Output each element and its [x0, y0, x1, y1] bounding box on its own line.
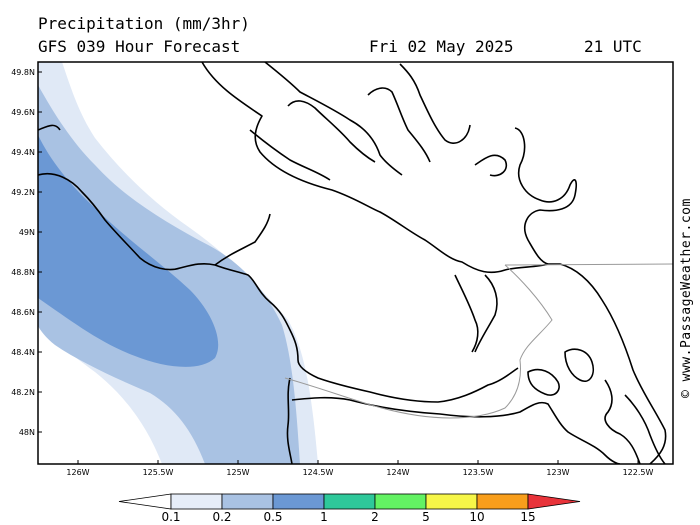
coastline-fjord-2: [249, 129, 331, 181]
coastline-olympic: [291, 396, 621, 464]
lat-tick-label: 49.8N: [11, 68, 35, 77]
legend-label: 0.5: [263, 510, 282, 524]
legend-colorbar: 0.1 0.2 0.5 1 2 5 10 15: [118, 493, 581, 524]
forecast-date: Fri 02 May 2025: [369, 37, 514, 56]
lon-tick-label: 123.5W: [463, 468, 494, 477]
coastline-puget: [604, 379, 641, 464]
map-frame: [37, 61, 674, 465]
legend-label: 10: [469, 510, 484, 524]
vancouver-island-north: [214, 213, 271, 266]
lat-tick-label: 49.6N: [11, 108, 35, 117]
coastline-fjord-6: [514, 127, 577, 265]
legend-swatch: [476, 493, 529, 510]
coastline: [38, 62, 667, 464]
lon-tick-label: 125.5W: [143, 468, 174, 477]
coastline-fjord-4: [399, 63, 471, 144]
border-strait: [284, 264, 553, 419]
legend-swatch: [272, 493, 325, 510]
lat-ticks: 49.8N 49.6N 49.4N 49.2N 49N 48.8N 48.6N 48.4N 48…: [11, 68, 42, 437]
vancouver-island: [38, 173, 519, 403]
lat-tick-label: 49.4N: [11, 148, 35, 157]
lat-tick-label: 48.2N: [11, 388, 35, 397]
legend-swatch: [170, 493, 223, 510]
lon-tick-label: 123W: [546, 468, 569, 477]
coastline-fjord-1: [287, 100, 376, 163]
legend-label: 5: [422, 510, 430, 524]
lon-ticks: 126W 125.5W 125W 124.5W 124W 123.5W 123W 122.5W: [66, 460, 653, 477]
legend-label: 0.2: [212, 510, 231, 524]
lon-tick-label: 124.5W: [303, 468, 334, 477]
coastline-northwest: [38, 124, 61, 131]
coastline-island-1: [454, 274, 479, 353]
lon-tick-label: 124W: [386, 468, 409, 477]
precip-band-heavy: [38, 135, 219, 367]
coastline-island-2: [474, 274, 498, 353]
lon-tick-label: 126W: [66, 468, 89, 477]
coastline-south: [286, 377, 293, 464]
lon-tick-label: 125W: [226, 468, 249, 477]
legend-swatch: [323, 493, 376, 510]
legend-label: 1: [320, 510, 328, 524]
legend-label: 0.1: [161, 510, 180, 524]
lat-tick-label: 48.6N: [11, 308, 35, 317]
lat-tick-label: 49.2N: [11, 188, 35, 197]
legend-arrow-high: [527, 493, 581, 510]
map-title: Precipitation (mm/3hr): [38, 14, 250, 33]
lat-tick-label: 48.8N: [11, 268, 35, 277]
lat-tick-label: 48.4N: [11, 348, 35, 357]
legend-arrow-low: [118, 493, 172, 510]
forecast-hour: GFS 039 Hour Forecast: [38, 37, 241, 56]
coastline-fjord-5: [474, 154, 508, 177]
legend-label: 2: [371, 510, 379, 524]
borders: [284, 263, 673, 419]
legend-swatch: [374, 493, 427, 510]
lat-tick-label: 49N: [19, 228, 35, 237]
coastline-islands-sanjuan-2: [564, 348, 595, 382]
coastline-puget-2: [624, 394, 666, 464]
coastline-islands-sanjuan: [527, 368, 560, 396]
coastline-mainland: [201, 62, 667, 464]
legend-swatch: [221, 493, 274, 510]
precip-field: [38, 62, 318, 464]
forecast-time: 21 UTC: [584, 37, 642, 56]
legend-label: 15: [520, 510, 535, 524]
lat-tick-label: 48N: [19, 428, 35, 437]
coastline-fjord-3: [367, 87, 431, 163]
coastline-inlet-north: [264, 62, 403, 176]
lon-tick-label: 122.5W: [623, 468, 654, 477]
us-canada-border: [504, 263, 673, 266]
legend-swatch: [425, 493, 478, 510]
